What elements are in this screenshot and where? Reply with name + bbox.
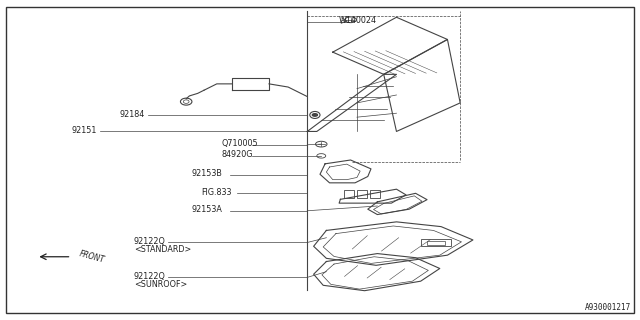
Text: 92122Q: 92122Q: [134, 237, 166, 246]
Text: Q710005: Q710005: [221, 139, 258, 148]
Text: W140024: W140024: [339, 16, 377, 25]
Text: FRONT: FRONT: [78, 249, 106, 264]
Circle shape: [312, 114, 317, 116]
Text: 92151: 92151: [72, 126, 97, 135]
Text: A930001217: A930001217: [585, 303, 631, 312]
Text: <SUNROOF>: <SUNROOF>: [134, 280, 187, 289]
Text: 84920G: 84920G: [221, 150, 253, 159]
Text: 92153A: 92153A: [191, 205, 222, 214]
Text: 92184: 92184: [119, 109, 145, 118]
Text: FIG.833: FIG.833: [201, 188, 231, 196]
Text: <STANDARD>: <STANDARD>: [134, 245, 191, 254]
Text: 92122Q: 92122Q: [134, 272, 166, 281]
Text: 92153B: 92153B: [191, 169, 222, 178]
